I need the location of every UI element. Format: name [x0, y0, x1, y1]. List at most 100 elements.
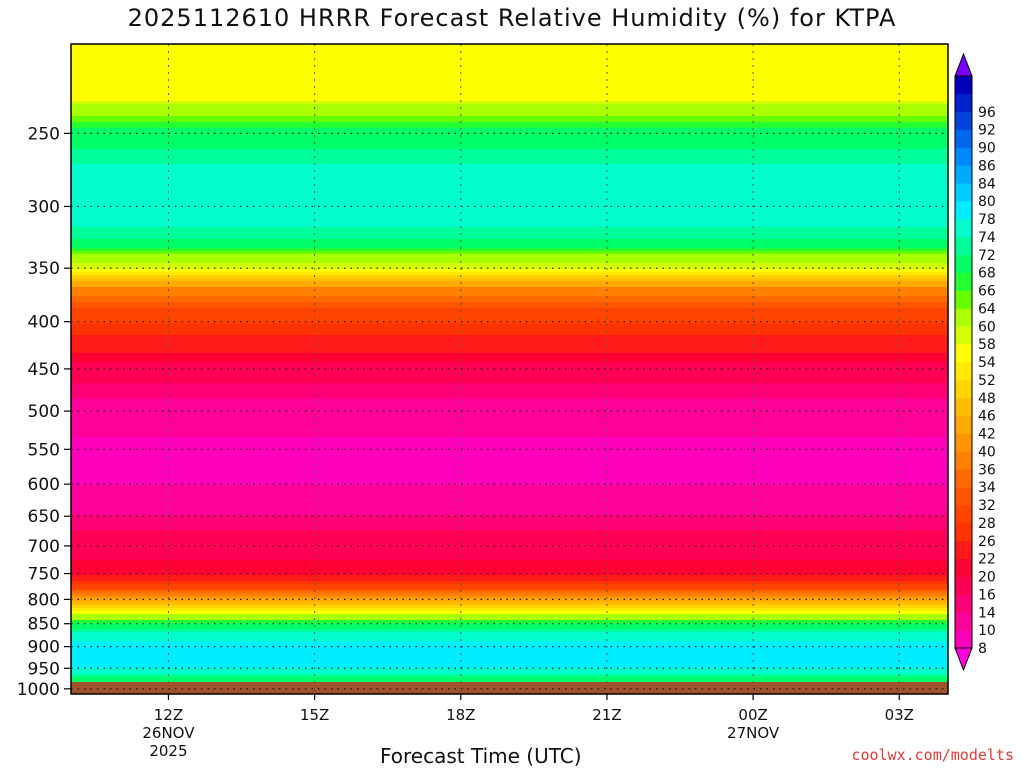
rh-band: [71, 488, 948, 492]
rh-band: [71, 512, 948, 516]
colorbar-label: 42: [978, 427, 996, 443]
humidity-field: [71, 44, 948, 694]
colorbar-label: 22: [978, 552, 996, 568]
rh-band: [71, 74, 948, 78]
rh-band: [71, 251, 948, 255]
rh-band: [71, 197, 948, 201]
rh-band: [71, 233, 948, 237]
rh-band: [71, 287, 948, 291]
rh-band: [71, 656, 948, 660]
y-tick-label: 650: [28, 507, 60, 527]
colorbar-swatch: [955, 415, 972, 434]
rh-band: [71, 407, 948, 411]
colorbar-swatch: [955, 558, 972, 577]
rh-band: [71, 518, 948, 522]
rh-band: [71, 101, 948, 105]
rh-band: [71, 647, 948, 651]
watermark: coolwx.com/modelts: [851, 746, 1014, 764]
rh-band: [71, 125, 948, 129]
colorbar-swatch: [955, 326, 972, 345]
rh-band: [71, 353, 948, 357]
rh-band: [71, 557, 948, 561]
rh-band: [71, 593, 948, 597]
rh-band: [71, 77, 948, 81]
rh-band: [71, 179, 948, 183]
y-tick-label: 500: [28, 402, 60, 422]
y-tick-label: 950: [28, 659, 60, 679]
x-tick-label: 03Z: [885, 706, 914, 724]
colorbar-swatch: [955, 505, 972, 524]
y-tick-label: 550: [28, 440, 60, 460]
rh-band: [71, 137, 948, 141]
rh-band: [71, 629, 948, 633]
colorbar-label: 8: [978, 641, 987, 657]
y-tick-label: 450: [28, 360, 60, 380]
rh-band: [71, 389, 948, 393]
rh-band: [71, 302, 948, 306]
colorbar-label: 72: [978, 248, 996, 264]
colorbar-swatch: [955, 630, 972, 649]
y-tick-label: 600: [28, 475, 60, 495]
rh-band: [71, 185, 948, 189]
rh-band: [71, 566, 948, 570]
rh-band: [71, 506, 948, 510]
rh-band: [71, 464, 948, 468]
rh-band: [71, 455, 948, 459]
colorbar-swatch: [955, 111, 972, 130]
y-tick-label: 750: [28, 565, 60, 585]
colorbar-swatch: [955, 576, 972, 595]
rh-band: [71, 161, 948, 165]
colorbar-swatch: [955, 93, 972, 113]
rh-band: [71, 245, 948, 249]
rh-band: [71, 440, 948, 444]
colorbar-swatch: [955, 201, 972, 220]
colorbar-label: 54: [978, 355, 996, 371]
rh-band: [71, 494, 948, 498]
rh-band: [71, 482, 948, 486]
y-tick-label: 250: [28, 124, 60, 144]
x-tick-label: 00Z: [738, 706, 767, 724]
rh-band: [71, 134, 948, 138]
rh-band: [71, 614, 948, 618]
colorbar-label: 58: [978, 337, 996, 353]
chart-title: 2025112610 HRRR Forecast Relative Humidi…: [127, 4, 897, 32]
y-tick-label: 850: [28, 615, 60, 635]
rh-band: [71, 296, 948, 300]
rh-band: [71, 344, 948, 348]
colorbar-swatch: [955, 594, 972, 613]
rh-band: [71, 428, 948, 432]
y-tick-label: 700: [28, 537, 60, 557]
rh-band: [71, 386, 948, 390]
colorbar-label: 32: [978, 498, 996, 514]
rh-band: [71, 458, 948, 462]
rh-band: [71, 149, 948, 153]
rh-band: [71, 140, 948, 144]
colorbar-swatch: [955, 290, 972, 309]
colorbar-label: 64: [978, 301, 996, 317]
rh-band: [71, 92, 948, 96]
colorbar-label: 74: [978, 230, 996, 246]
rh-band: [71, 419, 948, 423]
rh-band: [71, 611, 948, 615]
colorbar-label: 28: [978, 516, 996, 532]
rh-band: [71, 434, 948, 438]
colorbar-label: 52: [978, 373, 996, 389]
rh-band: [71, 113, 948, 117]
y-tick-label: 400: [28, 313, 60, 333]
colorbar-label: 92: [978, 123, 996, 139]
rh-band: [71, 221, 948, 225]
colorbar-label: 20: [978, 570, 996, 586]
rh-band: [71, 551, 948, 555]
rh-band: [71, 299, 948, 303]
rh-band: [71, 449, 948, 453]
colorbar-label: 80: [978, 194, 996, 210]
rh-band: [71, 422, 948, 426]
colorbar-label: 78: [978, 212, 996, 228]
rh-band: [71, 374, 948, 378]
rh-band: [71, 80, 948, 84]
rh-band: [71, 368, 948, 372]
colorbar-swatch: [955, 522, 972, 542]
y-tick-label: 300: [28, 197, 60, 217]
colorbar-swatch: [955, 272, 972, 291]
x-tick-label: 15Z: [300, 706, 329, 724]
